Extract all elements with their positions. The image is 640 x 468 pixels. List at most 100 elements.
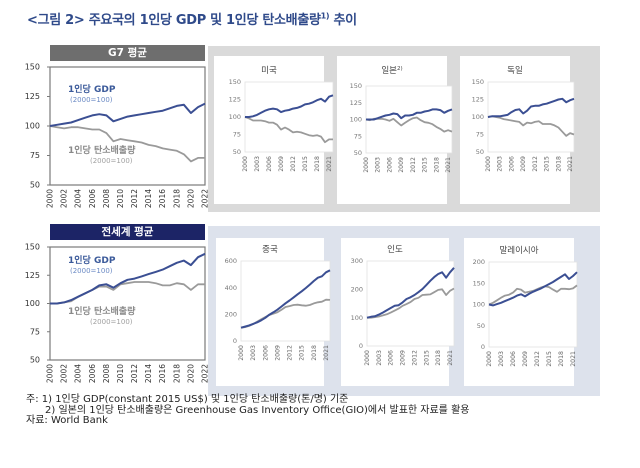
x-tick-label: 2008	[102, 189, 111, 208]
y-tick-label: 600	[225, 257, 237, 265]
chart-usa: 미국 50 75 100 125 150 2000 2003 2006 2009 2012 2015 2…	[214, 56, 334, 204]
y-tick-label: 50	[30, 356, 40, 365]
carbon-label: 1인당 탄소배출량	[68, 144, 136, 156]
x-tick-label: 2002	[60, 189, 69, 208]
y-tick-label: 125	[229, 96, 241, 104]
x-tick-label: 2000	[46, 364, 55, 383]
x-tick-label: 2000	[242, 156, 249, 172]
y-tick-label: 50	[233, 148, 241, 156]
x-tick-label: 2012	[532, 156, 539, 172]
footnote-2: 2) 일본의 1인당 탄소배출량은 Greenhouse Gas Invento…	[45, 404, 470, 416]
x-tick-label: 2000	[46, 189, 55, 208]
y-tick-label: 150	[473, 279, 485, 287]
x-tick-label: 2006	[510, 351, 517, 367]
x-tick-label: 2009	[398, 157, 405, 173]
gdp-label-base: (2000=100)	[70, 96, 113, 104]
x-tick-label: 2021	[323, 345, 330, 361]
x-tick-label: 2012	[411, 350, 418, 366]
x-tick-label: 2012	[130, 364, 139, 383]
x-tick-label: 2006	[388, 350, 395, 366]
x-tick-label: 2015	[299, 345, 306, 361]
chart-title: 일본2)	[381, 66, 402, 76]
plot-area	[366, 260, 455, 347]
gdp-label: 1인당 GDP	[68, 254, 116, 266]
x-tick-label: 2015	[422, 157, 429, 173]
y-tick-label: 0	[233, 337, 237, 345]
x-tick-label: 2000	[363, 157, 370, 173]
x-tick-label: 2004	[74, 189, 83, 208]
y-tick-label: 75	[30, 327, 40, 336]
x-tick-label: 2006	[508, 156, 515, 172]
x-tick-label: 2008	[102, 364, 111, 383]
x-tick-label: 2010	[116, 189, 125, 208]
x-tick-label: 2000	[486, 351, 493, 367]
x-tick-label: 2018	[435, 350, 442, 366]
x-tick-label: 2003	[375, 157, 382, 173]
y-tick-label: 50	[30, 181, 40, 190]
chart-g7: 50 75 100 125 150 2000 2002 2004 2006 2008 2010 201…	[25, 63, 210, 208]
plot-area	[240, 260, 331, 342]
footnotes: 주: 1) 1인당 GDP(constant 2015 US$) 및 1인당 탄…	[26, 394, 470, 427]
x-tick-label: 2018	[311, 345, 318, 361]
chart-malaysia: 말레이시아 0 50 100 150 200 2000 2003 2006 2009 2012 201…	[464, 238, 578, 386]
x-tick-label: 2012	[287, 345, 294, 361]
x-tick-label: 2000	[485, 156, 492, 172]
y-tick-label: 75	[354, 132, 362, 140]
y-tick-label: 150	[350, 82, 362, 90]
gdp-label-base: (2000=100)	[70, 267, 113, 275]
x-tick-label: 2021	[447, 350, 454, 366]
x-tick-label: 2022	[201, 189, 210, 208]
x-tick-label: 2020	[186, 189, 195, 208]
y-tick-label: 100	[350, 116, 362, 124]
y-tick-label: 100	[473, 301, 485, 309]
y-tick-label: 0	[481, 343, 485, 351]
y-tick-label: 150	[25, 63, 40, 72]
plot-area	[487, 81, 575, 153]
y-tick-label: 0	[359, 342, 363, 350]
x-tick-label: 2003	[254, 156, 261, 172]
gdp-label: 1인당 GDP	[68, 83, 116, 95]
x-tick-label: 2015	[423, 350, 430, 366]
x-tick-label: 2012	[534, 351, 541, 367]
y-tick-label: 125	[25, 92, 40, 101]
chart-japan: 일본2) 50 75 100 125 150 2000 2003 2006 2009 2012 201…	[337, 56, 453, 204]
carbon-label: 1인당 탄소배출량	[68, 305, 136, 317]
chart-title: 미국	[261, 66, 277, 76]
figure-title-text: <그림 2> 주요국의 1인당 GDP 및 1인당 탄소배출량	[27, 13, 321, 28]
x-tick-label: 2000	[238, 345, 245, 361]
world-average-header: 전세계 평균	[50, 224, 205, 240]
y-tick-label: 200	[225, 311, 237, 319]
x-tick-label: 2018	[172, 364, 181, 383]
y-tick-label: 150	[25, 243, 40, 252]
chart-title-footnote: 2)	[397, 66, 403, 72]
footnote-1: 주: 1) 1인당 GDP(constant 2015 US$) 및 1인당 탄…	[26, 394, 349, 405]
x-tick-label: 2021	[326, 156, 333, 172]
y-tick-label: 400	[225, 284, 237, 292]
x-tick-label: 2015	[544, 156, 551, 172]
chart-title: 독일	[507, 66, 523, 76]
y-tick-label: 100	[25, 122, 40, 131]
x-tick-label: 2009	[520, 156, 527, 172]
plot-area	[244, 81, 334, 153]
y-tick-label: 50	[477, 322, 485, 330]
x-tick-label: 2009	[522, 351, 529, 367]
x-tick-label: 2006	[88, 189, 97, 208]
y-tick-label: 75	[476, 131, 484, 139]
y-tick-label: 300	[351, 257, 363, 265]
y-tick-label: 150	[229, 78, 241, 86]
y-tick-label: 75	[233, 131, 241, 139]
x-tick-label: 2006	[266, 156, 273, 172]
y-tick-label: 50	[476, 148, 484, 156]
figure-title-suffix: 추이	[329, 13, 358, 28]
x-tick-label: 2012	[130, 189, 139, 208]
x-tick-label: 2018	[433, 157, 440, 173]
y-tick-label: 100	[25, 299, 40, 308]
x-tick-label: 2000	[364, 350, 371, 366]
x-tick-label: 2003	[498, 351, 505, 367]
figure-title: <그림 2> 주요국의 1인당 GDP 및 1인당 탄소배출량1) 추이	[27, 9, 357, 28]
x-tick-label: 2006	[386, 157, 393, 173]
x-tick-label: 2003	[497, 156, 504, 172]
chart-germany: 독일 50 75 100 125 150 2000 2003 2006 2009 2012 2015 2…	[460, 56, 575, 204]
x-tick-label: 2016	[158, 364, 167, 383]
